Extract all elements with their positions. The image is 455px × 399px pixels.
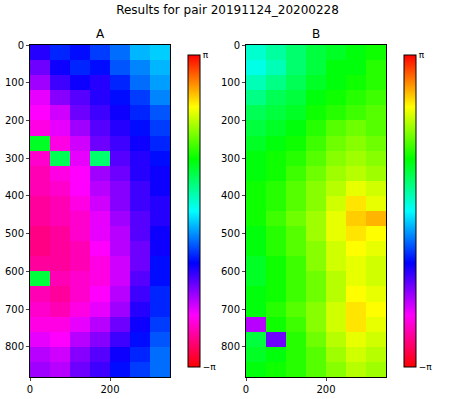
svg-text:500: 500: [221, 228, 240, 239]
svg-text:0: 0: [243, 384, 249, 395]
svg-text:600: 600: [221, 266, 240, 277]
svg-text:200: 200: [5, 115, 24, 126]
svg-text:100: 100: [5, 77, 24, 88]
svg-text:500: 500: [5, 228, 24, 239]
svg-text:200: 200: [221, 115, 240, 126]
svg-text:0: 0: [27, 384, 33, 395]
svg-text:300: 300: [5, 153, 24, 164]
svg-text:200: 200: [316, 384, 335, 395]
svg-text:−π: −π: [203, 362, 217, 372]
svg-text:Results for pair 20191124_2020: Results for pair 20191124_20200228: [116, 3, 339, 17]
svg-text:π: π: [419, 50, 425, 60]
svg-text:700: 700: [221, 304, 240, 315]
svg-text:π: π: [203, 50, 209, 60]
svg-text:−π: −π: [419, 362, 433, 372]
svg-text:B: B: [312, 27, 320, 41]
svg-text:400: 400: [221, 190, 240, 201]
svg-text:0: 0: [234, 40, 240, 51]
svg-text:200: 200: [100, 384, 119, 395]
svg-text:100: 100: [221, 77, 240, 88]
svg-text:300: 300: [221, 153, 240, 164]
svg-text:600: 600: [5, 266, 24, 277]
svg-text:700: 700: [5, 304, 24, 315]
svg-text:800: 800: [221, 341, 240, 352]
svg-text:0: 0: [18, 40, 24, 51]
svg-text:400: 400: [5, 190, 24, 201]
svg-text:800: 800: [5, 341, 24, 352]
svg-text:A: A: [96, 27, 105, 41]
